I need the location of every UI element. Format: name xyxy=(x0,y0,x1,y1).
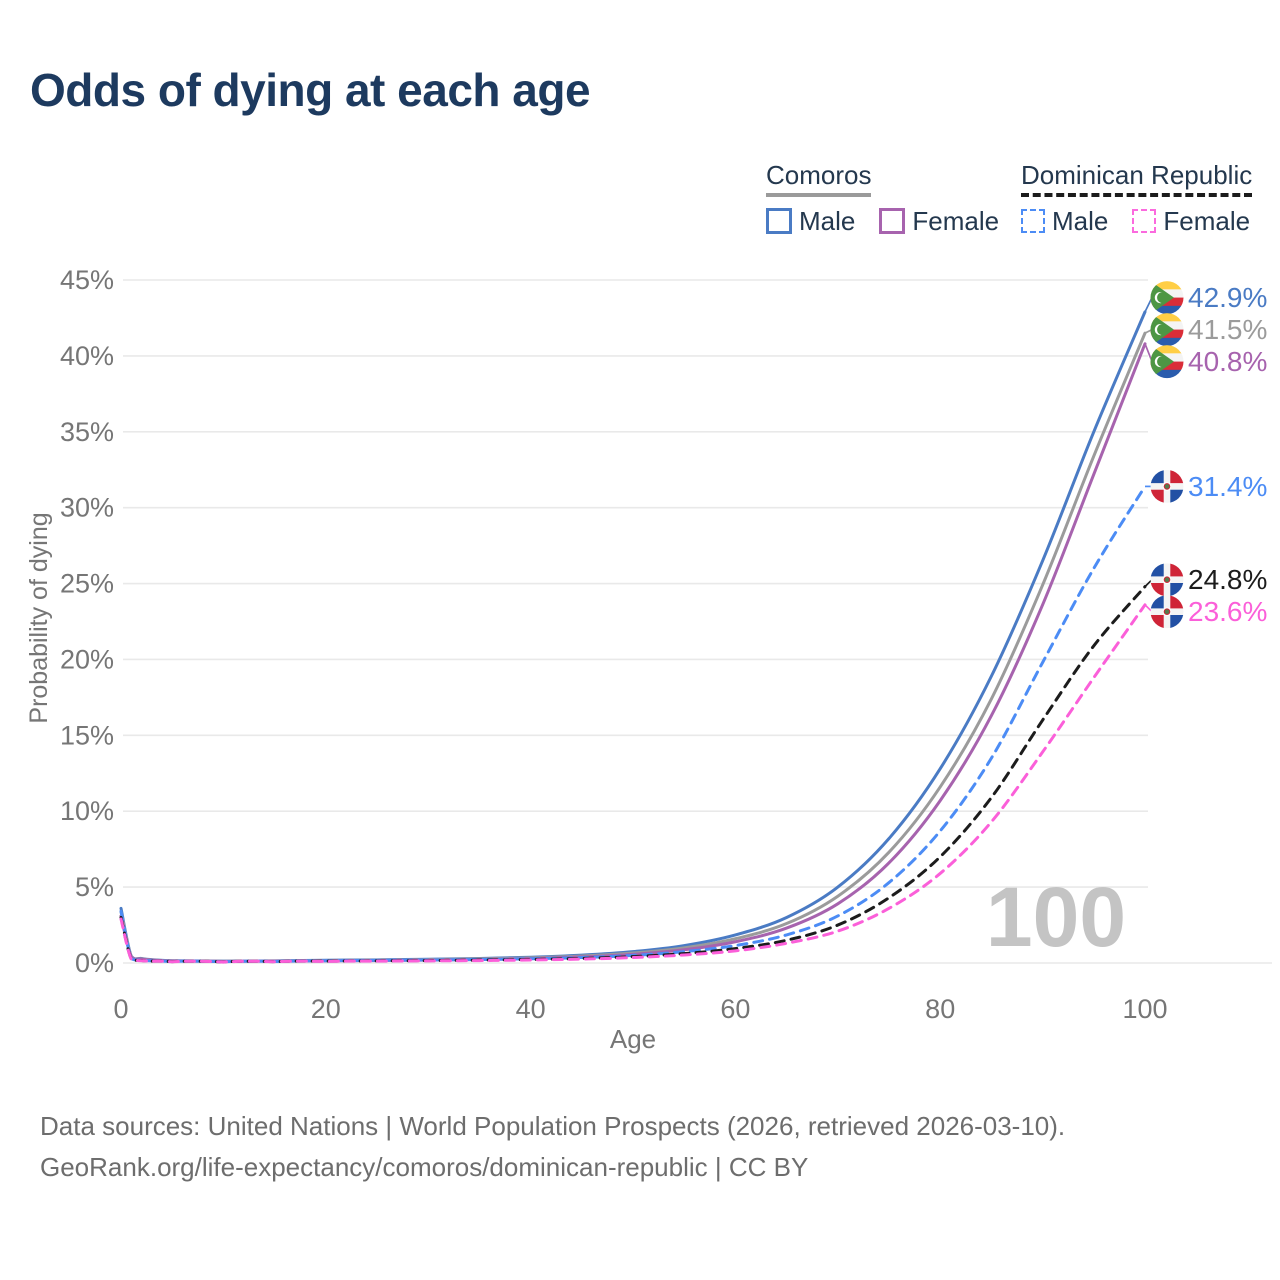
series-line-5[interactable] xyxy=(119,603,1147,964)
data-sources-text: Data sources: United Nations | World Pop… xyxy=(40,1111,1066,1141)
y-axis-title: Probability of dying xyxy=(25,512,53,723)
flag-icon-dominican-republic xyxy=(1150,595,1184,629)
legend-country-comoros[interactable]: Comoros xyxy=(766,161,872,197)
end-label-group-2[interactable]: 40.8% xyxy=(1144,343,1267,379)
x-tick-label: 0 xyxy=(113,994,128,1024)
legend-item-dr-female[interactable]: Female xyxy=(1132,206,1250,237)
end-label-group-1[interactable]: 41.5% xyxy=(1144,313,1267,347)
y-tick-label: 10% xyxy=(60,796,114,826)
y-tick-label: 5% xyxy=(75,872,114,902)
age-watermark: 100 xyxy=(986,870,1126,964)
y-tick-label: 15% xyxy=(60,720,114,750)
footer: Data sources: United Nations | World Pop… xyxy=(40,1106,1065,1188)
flag-icon-comoros xyxy=(1150,281,1184,315)
y-tick-label: 35% xyxy=(60,417,114,447)
legend-label: Male xyxy=(799,205,856,236)
series-line-1[interactable] xyxy=(119,331,1147,963)
end-value-label: 42.9% xyxy=(1188,282,1267,313)
y-tick-label: 45% xyxy=(60,265,114,295)
y-tick-label: 30% xyxy=(60,493,114,523)
legend: Comoros Male Female Dominican Republic M… xyxy=(0,161,1280,241)
dr-female-swatch-icon xyxy=(1132,209,1157,234)
page-title: Odds of dying at each age xyxy=(30,64,591,116)
x-tick-label: 80 xyxy=(925,994,955,1024)
x-tick-label: 20 xyxy=(311,994,341,1024)
end-label-group-3[interactable]: 31.4% xyxy=(1145,469,1267,503)
flag-icon-dominican-republic xyxy=(1150,563,1184,597)
flag-icon-comoros xyxy=(1150,313,1184,347)
legend-label: Female xyxy=(1163,205,1251,236)
legend-item-comoros-female[interactable]: Female xyxy=(879,206,999,237)
series-line-0[interactable] xyxy=(119,310,1147,963)
end-label-group-0[interactable]: 42.9% xyxy=(1144,281,1267,315)
x-tick-label: 100 xyxy=(1122,994,1167,1024)
legend-label: Male xyxy=(1052,205,1109,236)
y-tick-label: 25% xyxy=(60,569,114,599)
end-value-label: 24.8% xyxy=(1188,564,1267,595)
end-value-label: 41.5% xyxy=(1188,314,1267,345)
end-value-label: 23.6% xyxy=(1188,596,1267,627)
attribution-text: GeoRank.org/life-expectancy/comoros/domi… xyxy=(40,1152,809,1182)
y-tick-label: 0% xyxy=(75,948,114,978)
y-tick-label: 20% xyxy=(60,644,114,674)
flag-icon-comoros xyxy=(1150,345,1184,379)
series-line-2[interactable] xyxy=(119,342,1147,963)
end-value-label: 40.8% xyxy=(1188,346,1267,377)
end-label-group-4[interactable]: 24.8% xyxy=(1144,563,1267,597)
legend-label: Female xyxy=(912,205,1000,236)
legend-group-comoros: Comoros Male Female xyxy=(766,161,999,237)
x-tick-label: 60 xyxy=(720,994,750,1024)
comoros-male-swatch-icon xyxy=(766,208,792,235)
end-value-label: 31.4% xyxy=(1188,471,1267,502)
dr-male-swatch-icon xyxy=(1021,209,1045,234)
comoros-female-swatch-icon xyxy=(879,208,906,235)
end-label-group-5[interactable]: 23.6% xyxy=(1144,595,1267,629)
legend-item-dr-male[interactable]: Male xyxy=(1021,206,1108,237)
y-tick-label: 40% xyxy=(60,341,114,371)
legend-country-dominican-republic[interactable]: Dominican Republic xyxy=(1021,161,1253,197)
legend-item-comoros-male[interactable]: Male xyxy=(766,206,855,237)
flag-icon-dominican-republic xyxy=(1150,469,1184,503)
legend-group-dominican-republic: Dominican Republic Male Female xyxy=(1021,161,1253,237)
x-axis-title: Age xyxy=(610,1024,656,1054)
x-tick-label: 40 xyxy=(516,994,546,1024)
